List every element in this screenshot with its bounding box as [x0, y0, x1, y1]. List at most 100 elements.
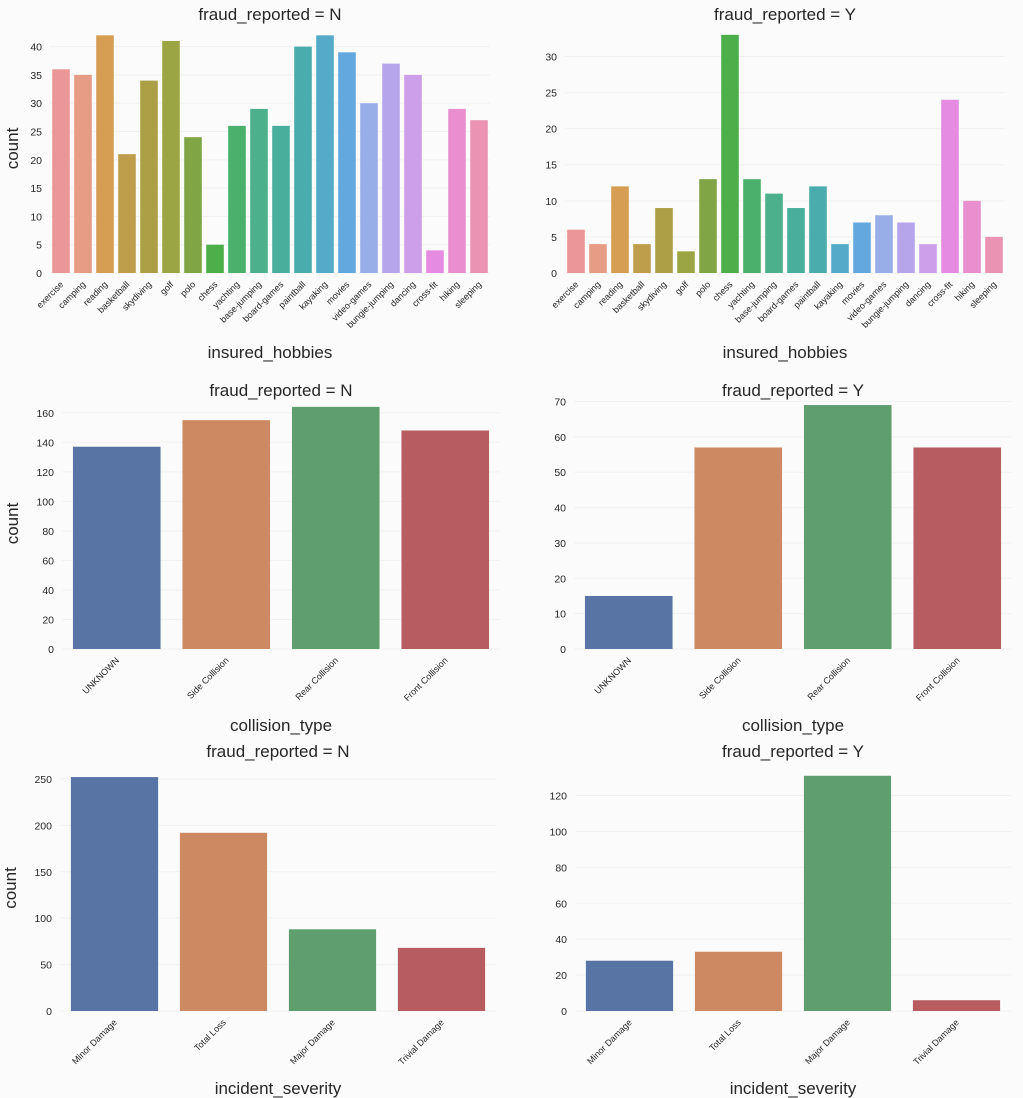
x-axis-label: insured_hobbies: [208, 343, 333, 362]
x-tick-label: polo: [693, 279, 712, 298]
y-tick-label: 10: [30, 211, 42, 223]
x-axis-label: incident_severity: [730, 1079, 857, 1098]
y-tick-label: 200: [34, 820, 52, 832]
y-tick-label: 5: [551, 232, 557, 244]
y-tick-label: 140: [36, 437, 54, 449]
bar-sleeping: [985, 236, 1003, 273]
bar-hiking: [963, 200, 981, 273]
bar-bungie-jumping: [382, 63, 400, 274]
bar-base-jumping: [250, 108, 268, 274]
bar-paintball: [809, 186, 827, 273]
x-tick-label: Total Loss: [707, 1017, 743, 1053]
bar-polo: [699, 179, 717, 273]
y-tick-label: 50: [554, 467, 566, 479]
y-tick-label: 20: [42, 614, 54, 626]
bar-basketball: [633, 244, 651, 273]
bar-Front Collision: [913, 447, 1002, 649]
bar-Trivial Damage: [912, 1000, 1001, 1011]
y-tick-label: 0: [46, 1006, 52, 1018]
x-tick-label: Rear Collision: [293, 655, 340, 702]
bar-camping: [74, 74, 92, 273]
y-tick-label: 30: [554, 538, 566, 550]
x-tick-label: UNKNOWN: [593, 655, 634, 696]
y-tick-label: 60: [554, 432, 566, 444]
y-tick-label: 80: [42, 526, 54, 538]
bar-yachting: [743, 179, 761, 273]
bar-hiking: [448, 108, 466, 274]
chart-title: fraud_reported = Y: [722, 381, 864, 400]
bar-Total Loss: [694, 951, 783, 1011]
y-tick-label: 25: [545, 88, 557, 100]
y-tick-label: 100: [36, 496, 54, 508]
x-tick-label: polo: [178, 279, 197, 298]
x-tick-label: Side Collision: [697, 655, 743, 701]
bar-sleeping: [470, 120, 488, 273]
y-tick-label: 20: [30, 155, 42, 167]
x-tick-label: UNKNOWN: [81, 655, 122, 696]
x-tick-label: Minor Damage: [70, 1017, 119, 1066]
bar-Front Collision: [401, 430, 490, 649]
x-tick-label: golf: [673, 279, 691, 297]
y-tick-label: 35: [30, 70, 42, 82]
y-tick-label: 0: [551, 268, 557, 280]
bar-board-games: [787, 208, 805, 273]
x-tick-label: Total Loss: [192, 1017, 228, 1053]
x-tick-label: Front Collision: [402, 655, 450, 703]
bar-Trivial Damage: [397, 947, 486, 1011]
bar-Side Collision: [182, 420, 271, 649]
bar-chess: [721, 34, 739, 274]
y-tick-label: 150: [34, 867, 52, 879]
y-tick-label: 15: [545, 160, 557, 172]
x-tick-label: Trivial Damage: [396, 1017, 446, 1067]
y-tick-label: 30: [30, 98, 42, 110]
x-tick-label: golf: [158, 279, 176, 297]
y-tick-label: 250: [34, 774, 52, 786]
panel-4: 0 10 20 30 40 50 60 70 UNKNOWN Side Collision Rear…: [554, 381, 1012, 735]
bar-golf: [162, 40, 180, 274]
y-tick-label: 25: [30, 127, 42, 139]
x-tick-label: Major Damage: [803, 1017, 852, 1066]
y-tick-label: 120: [549, 791, 567, 803]
chart-title: fraud_reported = Y: [714, 5, 856, 24]
y-tick-label: 0: [48, 644, 54, 656]
y-tick-label: 5: [36, 240, 42, 252]
y-tick-label: 0: [561, 1006, 567, 1018]
y-tick-label: 40: [555, 934, 567, 946]
bar-UNKNOWN: [584, 595, 673, 649]
bar-kayaking: [316, 35, 334, 274]
bar-Major Damage: [288, 929, 377, 1011]
y-tick-label: 0: [560, 644, 566, 656]
bar-cross-fit: [941, 99, 959, 273]
bar-Major Damage: [803, 775, 892, 1011]
bar-golf: [677, 251, 695, 273]
chart-title: fraud_reported = N: [206, 742, 349, 761]
y-tick-label: 40: [30, 42, 42, 54]
y-tick-label: 20: [554, 573, 566, 585]
y-tick-label: 40: [554, 503, 566, 515]
bar-basketball: [118, 154, 136, 273]
y-tick-label: 10: [545, 196, 557, 208]
x-axis-label: collision_type: [742, 716, 844, 735]
bar-exercise: [567, 229, 585, 273]
y-axis-label: count: [3, 127, 22, 169]
panel-6: 0 20 40 60 80 100 120 Minor Damage Total Loss Maj…: [549, 742, 1011, 1098]
panel-3: 0 20 40 60 80 100 120 140 160 UNKNOWN Side Collisi…: [3, 381, 500, 735]
chart-title: fraud_reported = Y: [722, 742, 864, 761]
bar-cross-fit: [426, 250, 444, 273]
bar-Minor Damage: [585, 960, 674, 1011]
y-tick-label: 100: [34, 913, 52, 925]
bar-movies: [338, 52, 356, 273]
x-tick-label: Major Damage: [288, 1017, 337, 1066]
bar-Side Collision: [694, 447, 783, 649]
y-tick-label: 0: [36, 268, 42, 280]
bar-camping: [589, 244, 607, 273]
x-axis-label: insured_hobbies: [723, 343, 848, 362]
bar-skydiving: [140, 80, 158, 273]
bar-polo: [184, 137, 202, 273]
y-tick-label: 120: [36, 467, 54, 479]
x-tick-label: Front Collision: [914, 655, 962, 703]
bar-Rear Collision: [803, 405, 892, 649]
bar-UNKNOWN: [72, 446, 161, 649]
